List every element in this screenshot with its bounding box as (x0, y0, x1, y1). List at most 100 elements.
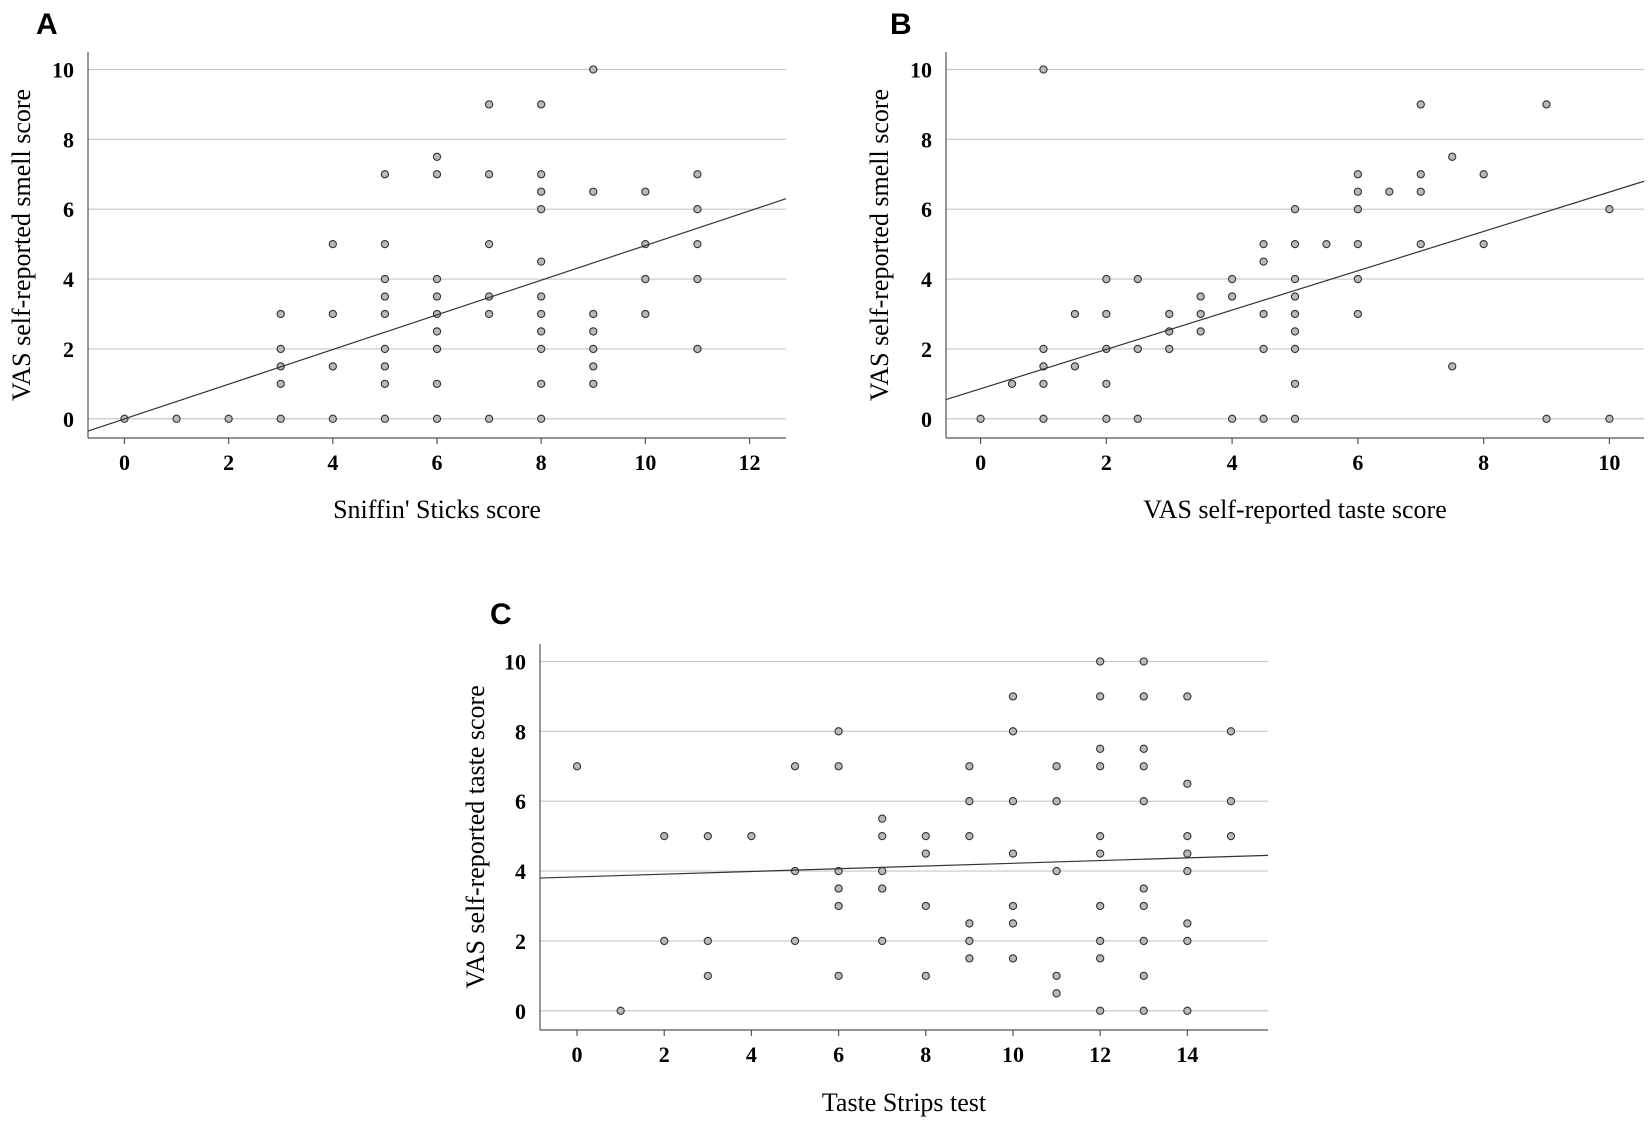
data-point (1096, 657, 1105, 666)
data-point (1039, 65, 1048, 74)
data-point (878, 866, 887, 876)
data-point (1139, 762, 1148, 771)
data-point (1052, 989, 1061, 998)
data-point (589, 344, 598, 354)
y-tick-label: 2 (921, 337, 932, 362)
data-point (1416, 170, 1425, 179)
x-tick-label: 6 (833, 1042, 844, 1067)
y-tick-label: 6 (515, 789, 526, 814)
data-point (276, 414, 285, 423)
data-point (641, 187, 650, 196)
data-point (834, 727, 843, 736)
panel-b: B 0 2 4 6 8 10 0 2 4 6 8 10 VAS self-reported taste s… (865, 8, 1645, 524)
data-point (432, 170, 442, 179)
data-point (1008, 797, 1018, 806)
data-point (537, 170, 546, 179)
data-point (537, 344, 546, 354)
data-point (432, 152, 442, 161)
data-point (589, 327, 598, 336)
data-point (572, 762, 582, 771)
x-tick-label: 0 (572, 1042, 583, 1067)
data-point (537, 309, 546, 319)
x-tick-label: 10 (1002, 1042, 1024, 1067)
data-point (1102, 274, 1111, 284)
data-point (693, 274, 702, 284)
data-point (1096, 849, 1105, 858)
data-point (878, 884, 887, 893)
data-point (1322, 239, 1331, 249)
data-point (921, 831, 930, 841)
data-point (276, 379, 285, 389)
data-point (1165, 309, 1174, 319)
data-point (1353, 309, 1363, 319)
data-point (616, 1006, 625, 1015)
y-tick-label: 6 (63, 197, 74, 222)
x-axis-title: VAS self-reported taste score (1143, 495, 1446, 524)
data-point (1183, 692, 1192, 701)
data-point (1226, 727, 1236, 736)
data-point (484, 414, 494, 423)
data-point (484, 239, 494, 249)
data-point (328, 239, 337, 249)
y-tick-label: 10 (504, 649, 526, 674)
data-point (1183, 831, 1192, 841)
data-point (1259, 239, 1268, 249)
data-point (834, 971, 843, 981)
x-axis-title: Taste Strips test (822, 1088, 987, 1117)
x-tick-label: 2 (659, 1042, 670, 1067)
panel-letter: B (890, 8, 912, 41)
data-point (537, 187, 546, 196)
panel-c: C 0 2 4 6 8 10 0 2 4 6 8 10 12 14 Taste Strips test VAS … (461, 598, 1269, 1117)
y-tick-label: 10 (52, 57, 74, 82)
data-point (976, 414, 985, 423)
data-point (432, 274, 442, 284)
data-point (878, 814, 887, 823)
data-point (1139, 936, 1148, 946)
data-point (1385, 187, 1394, 196)
data-point (921, 901, 930, 911)
data-point (660, 936, 669, 946)
data-point (1290, 344, 1300, 354)
data-point (790, 936, 800, 946)
data-point (1007, 379, 1017, 389)
x-tick-label: 0 (119, 450, 130, 475)
y-tick-label: 8 (63, 127, 74, 152)
x-axis-title: Sniffin' Sticks score (333, 495, 541, 524)
data-point (589, 362, 598, 371)
x-tick-label: 8 (920, 1042, 931, 1067)
data-point (1096, 1006, 1105, 1015)
data-point (660, 831, 669, 841)
data-point (1259, 309, 1268, 319)
fit-line (539, 854, 1269, 879)
y-tick-label: 6 (921, 197, 932, 222)
data-point (537, 100, 546, 109)
data-point (965, 831, 974, 841)
data-point (965, 954, 974, 963)
x-tick-label: 10 (1598, 450, 1620, 475)
data-point (1096, 954, 1105, 963)
data-point (641, 274, 650, 284)
data-point (1259, 344, 1268, 354)
data-point (921, 971, 930, 981)
y-tick-label: 8 (515, 719, 526, 744)
x-tick-label: 2 (1101, 450, 1112, 475)
data-point (790, 866, 800, 876)
data-point (965, 762, 974, 771)
data-point (1052, 971, 1061, 981)
data-point (380, 362, 390, 371)
data-point (1353, 239, 1363, 249)
x-tick-label: 4 (1227, 450, 1238, 475)
data-point (1227, 292, 1237, 301)
data-point (790, 762, 800, 771)
data-point (1139, 1006, 1148, 1015)
data-point (1133, 344, 1142, 354)
data-point (1196, 327, 1205, 336)
data-point (1165, 344, 1174, 354)
data-point (1353, 187, 1363, 196)
data-point (380, 274, 390, 284)
data-point (1139, 884, 1148, 893)
data-point (1479, 170, 1488, 179)
data-point (1039, 414, 1048, 423)
data-point (484, 170, 494, 179)
